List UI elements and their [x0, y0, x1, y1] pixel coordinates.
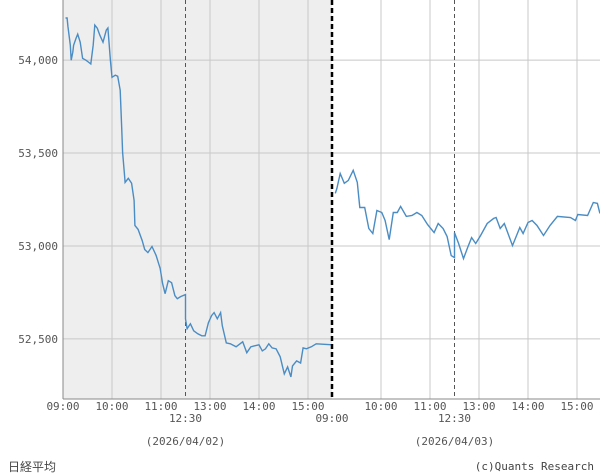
x-tick-label: 14:00: [242, 400, 275, 413]
x-break-label: 12:30: [169, 412, 202, 425]
x-tick-label: 14:00: [511, 400, 544, 413]
credit-text: (c)Quants Research: [474, 460, 594, 473]
y-tick-label: 53,000: [18, 240, 58, 253]
x-tick-label: 10:00: [364, 400, 397, 413]
y-tick-label: 54,000: [18, 54, 58, 67]
x-break-label: 12:30: [438, 412, 471, 425]
x-tick-label: 09:00: [46, 400, 79, 413]
x-tick-label: 13:00: [462, 400, 495, 413]
x-tick-label: 15:00: [560, 400, 593, 413]
x-tick-label: 11:00: [144, 400, 177, 413]
x-tick-label: 11:00: [413, 400, 446, 413]
y-tick-label: 52,500: [18, 333, 58, 346]
x-tick-label: 15:00: [291, 400, 324, 413]
price-line-day-2: [334, 168, 600, 261]
date-label: (2026/04/02): [146, 435, 225, 448]
y-tick-label: 53,500: [18, 147, 58, 160]
x-tick-label: 13:00: [193, 400, 226, 413]
chart-title: 日経平均: [8, 460, 57, 474]
x-tick-label: 10:00: [95, 400, 128, 413]
date-label: (2026/04/03): [415, 435, 494, 448]
past-day-background: [63, 0, 332, 399]
x-tick-label: 09:00: [315, 412, 348, 425]
price-line-day-1: [65, 17, 333, 378]
